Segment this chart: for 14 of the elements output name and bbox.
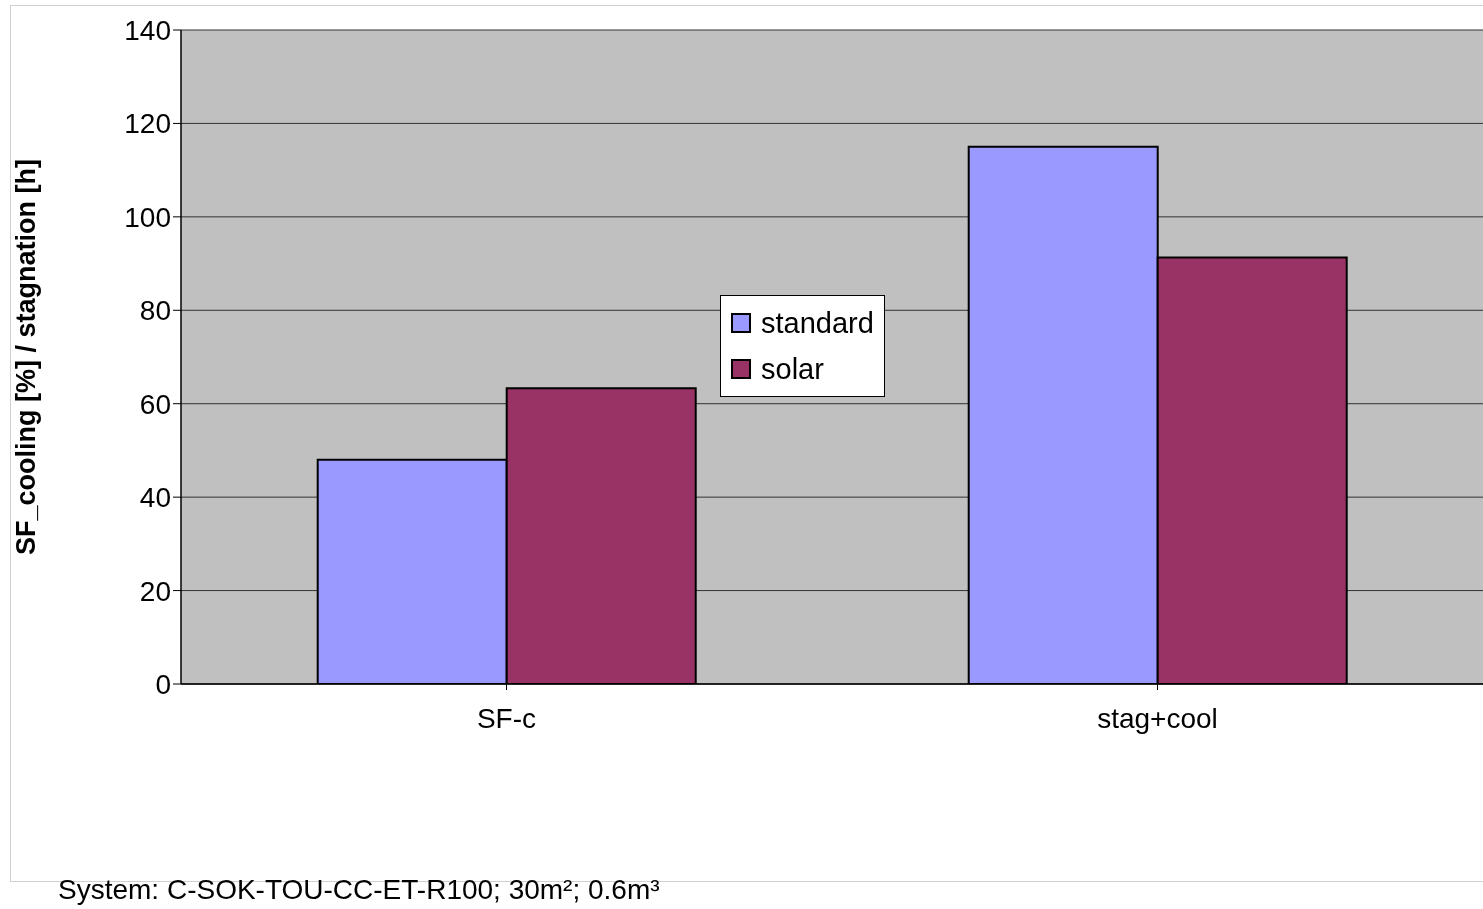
y-axis-title: SF_cooling [%] / stagnation [h] bbox=[10, 159, 41, 555]
x-tick-label: SF-c bbox=[476, 702, 537, 734]
y-tick-label: 100 bbox=[124, 201, 171, 233]
legend-label: solar bbox=[761, 352, 824, 387]
y-tick-label: 0 bbox=[155, 668, 171, 700]
x-tick-label: stag+cool bbox=[1097, 702, 1218, 734]
y-tick-label: 40 bbox=[139, 482, 171, 514]
y-tick-label: 80 bbox=[139, 295, 171, 327]
y-tick-label: 20 bbox=[139, 575, 171, 607]
y-tick-label: 60 bbox=[139, 388, 171, 420]
text: System: C-SOK-TOU-CC-ET-R100; 30m²; 0.6m³ bbox=[58, 874, 660, 906]
legend-label: standard bbox=[761, 306, 874, 341]
y-tick-label: 120 bbox=[124, 108, 171, 140]
y-tick-label: 140 bbox=[124, 14, 171, 46]
